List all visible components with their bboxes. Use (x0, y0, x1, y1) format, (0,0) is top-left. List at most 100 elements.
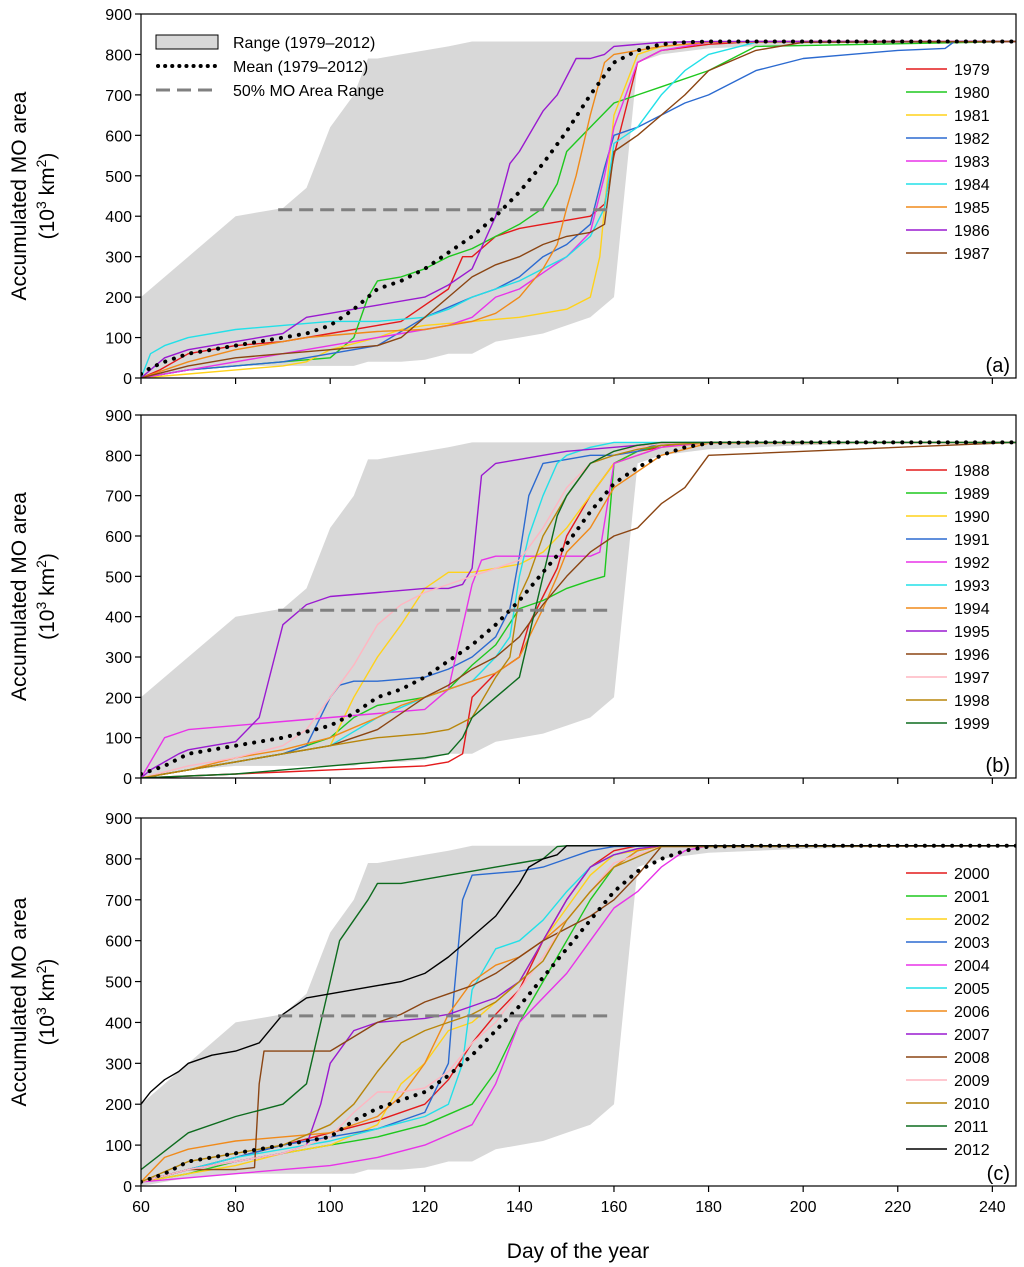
y-tick-label: 400 (105, 1015, 132, 1032)
series-line-1999 (141, 441, 1016, 778)
y-tick-label: 300 (105, 650, 132, 667)
panel-label: (a) (986, 355, 1010, 377)
panel-label: (b) (986, 755, 1010, 777)
x-axis-label: Day of the year (507, 1240, 649, 1263)
series-line-1997 (141, 441, 1016, 778)
legend-label-1991: 1991 (954, 532, 990, 549)
x-tick-label: 160 (601, 1199, 628, 1216)
y-tick-label: 500 (105, 169, 132, 186)
series-line-1986 (141, 40, 1016, 378)
y-tick-label: 600 (105, 529, 132, 546)
legend-label-2001: 2001 (954, 889, 990, 906)
y-tick-label: 600 (105, 934, 132, 951)
mean-line (141, 440, 1016, 776)
y-axis-units: (103 km2) (33, 153, 59, 240)
y-tick-label: 800 (105, 852, 132, 869)
legend-label-1981: 1981 (954, 108, 990, 125)
chart-panel-2: 0 100 200 300 400 500 600 700 800 900 (b) Accumulat… (8, 408, 1017, 788)
legend-label-1985: 1985 (954, 200, 990, 217)
series-line-1984 (141, 40, 1016, 378)
y-tick-label: 300 (105, 1056, 132, 1073)
series-line-1981 (141, 40, 1016, 378)
legend-label-2005: 2005 (954, 981, 990, 998)
legend-label-2002: 2002 (954, 912, 990, 929)
y-tick-label: 800 (105, 448, 132, 465)
legend-label-1990: 1990 (954, 509, 990, 526)
legend-label-1987: 1987 (954, 246, 990, 263)
y-tick-label: 400 (105, 209, 132, 226)
y-tick-label: 900 (105, 811, 132, 828)
legend-label-2012: 2012 (954, 1142, 990, 1159)
series-line-1994 (141, 441, 1016, 778)
series-line-2004 (141, 845, 1016, 1183)
legend-range-swatch (155, 34, 219, 50)
legend-label-threshold: 50% MO Area Range (233, 83, 384, 100)
mean-line (141, 39, 1016, 376)
y-tick-label: 300 (105, 250, 132, 267)
y-tick-label: 100 (105, 731, 132, 748)
y-tick-label: 0 (123, 1179, 132, 1196)
legend-label-1982: 1982 (954, 131, 990, 148)
y-tick-label: 100 (105, 331, 132, 348)
legend-label-2000: 2000 (954, 866, 990, 883)
series-line-2008 (141, 845, 1016, 1183)
legend-label-1992: 1992 (954, 555, 990, 572)
series-line-1991 (141, 441, 1016, 778)
legend-label-1994: 1994 (954, 601, 990, 618)
y-tick-label: 200 (105, 690, 132, 707)
x-tick-label: 80 (227, 1199, 245, 1216)
legend-label-1986: 1986 (954, 223, 990, 240)
series-line-1985 (141, 40, 1016, 378)
legend-label-2007: 2007 (954, 1027, 990, 1044)
legend-label-2011: 2011 (954, 1119, 989, 1136)
series-line-1995 (141, 441, 1016, 778)
plot-frame (140, 13, 1017, 379)
legend-label-1999: 1999 (954, 716, 990, 733)
legend-label-range: Range (1979–2012) (233, 35, 375, 52)
x-tick-label: 200 (790, 1199, 817, 1216)
x-tick-label: 120 (411, 1199, 438, 1216)
x-tick-label: 60 (132, 1199, 150, 1216)
y-tick-label: 700 (105, 489, 132, 506)
y-tick-label: 200 (105, 290, 132, 307)
legend-label-1979: 1979 (954, 62, 990, 79)
y-axis-label: Accumulated MO area (8, 492, 31, 701)
y-tick-label: 900 (105, 7, 132, 24)
legend-label-1998: 1998 (954, 693, 990, 710)
y-tick-label: 500 (105, 975, 132, 992)
legend-label-1984: 1984 (954, 177, 990, 194)
plot-area (141, 843, 1016, 1186)
series-line-1992 (141, 441, 1016, 778)
series-line-1982 (141, 40, 1016, 378)
legend-label-1993: 1993 (954, 578, 990, 595)
legend-label-2010: 2010 (954, 1096, 990, 1113)
legend-label-mean: Mean (1979–2012) (233, 59, 368, 76)
y-axis-units: (103 km2) (33, 553, 59, 640)
mean-line (141, 843, 1016, 1184)
y-axis-label: Accumulated MO area (8, 91, 31, 300)
x-tick-label: 240 (979, 1199, 1006, 1216)
x-tick-label: 180 (695, 1199, 722, 1216)
legend-label-1980: 1980 (954, 85, 990, 102)
y-tick-label: 600 (105, 128, 132, 145)
y-tick-label: 500 (105, 569, 132, 586)
legend-label-1988: 1988 (954, 463, 990, 480)
legend-label-1997: 1997 (954, 670, 990, 687)
series-line-2012 (141, 845, 1016, 1105)
x-tick-label: 220 (884, 1199, 911, 1216)
legend-label-2006: 2006 (954, 1004, 990, 1021)
legend-label-1996: 1996 (954, 647, 990, 664)
x-tick-label: 100 (317, 1199, 344, 1216)
legend-label-2009: 2009 (954, 1073, 990, 1090)
y-tick-label: 100 (105, 1138, 132, 1155)
legend-label-2008: 2008 (954, 1050, 990, 1067)
y-tick-label: 700 (105, 88, 132, 105)
panel-label: (c) (987, 1163, 1010, 1185)
y-axis-label: Accumulated MO area (8, 897, 31, 1106)
series-line-2011 (141, 845, 1016, 1171)
series-line-1987 (141, 40, 1016, 378)
legend-label-1989: 1989 (954, 486, 990, 503)
y-tick-label: 200 (105, 1097, 132, 1114)
legend-label-2003: 2003 (954, 935, 990, 952)
